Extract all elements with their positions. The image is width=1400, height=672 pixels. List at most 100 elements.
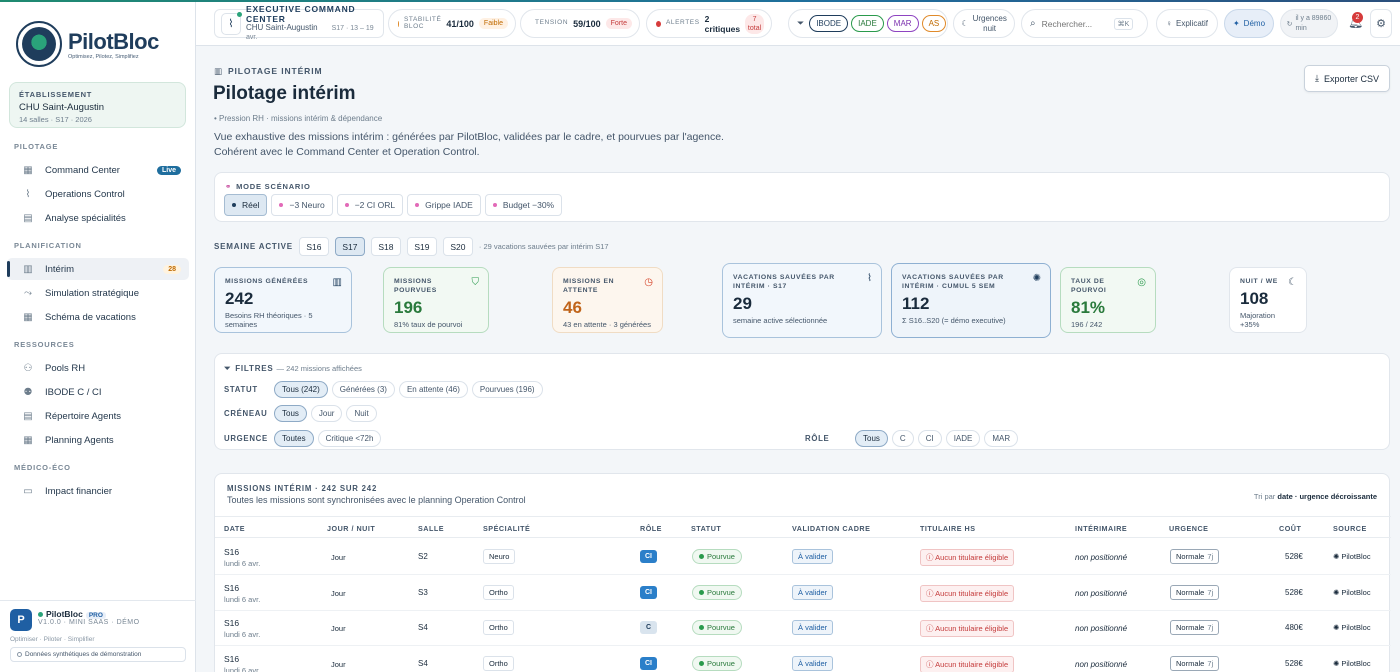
filter-creneau-jour[interactable]: Jour [310, 405, 343, 422]
sidebar-item-schema-vacations[interactable]: ▦ Schéma de vacations [7, 306, 189, 328]
export-csv-button[interactable]: ⤓ Exporter CSV [1304, 65, 1390, 92]
kpi-missions-pourvues[interactable]: MISSIONS POURVUES ⛉ 196 81% taux de pour… [383, 267, 489, 333]
download-icon: ⤓ [1314, 73, 1319, 83]
role-pill-ibode[interactable]: IBODE [809, 15, 849, 32]
week-selector: SEMAINE ACTIVE S16 S17 S18 S19 S20 · 29 … [214, 237, 609, 256]
filter-statut-pourvues[interactable]: Pourvues (196) [471, 381, 543, 398]
filter-role-mar[interactable]: MAR [984, 430, 1019, 447]
filter-statut-tous[interactable]: Tous (242) [274, 381, 328, 398]
table-row[interactable]: S16 lundi 6 avr. Jour S4 Ortho CI Pourvue À val… [215, 646, 1391, 672]
row-titular-text: Aucun titulaire éligible [935, 624, 1009, 633]
scenario-option-grippe-iade[interactable]: Grippe IADE [407, 194, 481, 216]
kpi-vacations-cumul[interactable]: VACATIONS SAUVÉES PAR INTÉRIM · CUMUL 5 … [891, 263, 1051, 338]
sidebar-item-pools-rh[interactable]: ⚇ Pools RH [7, 357, 189, 379]
week-tab-s17[interactable]: S17 [334, 237, 365, 256]
table-row[interactable]: S16 lundi 6 avr. Jour S2 Neuro CI Pourvue À val… [215, 539, 1391, 575]
stability-indicator[interactable]: STABILITÉ BLOC 41/100 Faible [388, 9, 516, 38]
column-header-specialite[interactable]: SPÉCIALITÉ [483, 524, 531, 533]
table-row[interactable]: S16 lundi 6 avr. Jour S4 Ortho C Pourvue À vali… [215, 610, 1391, 646]
column-header-source[interactable]: SOURCE [1333, 524, 1367, 533]
row-source-text: PilotBloc [1341, 623, 1371, 632]
row-cost: 480€ [1285, 623, 1303, 632]
role-pill-iade[interactable]: IADE [851, 15, 884, 32]
search-input[interactable] [1041, 18, 1114, 29]
scenario-option-reel[interactable]: Réel [224, 194, 268, 216]
table-row[interactable]: S16 lundi 6 avr. Jour S3 Ortho CI Pourvue À val… [215, 575, 1391, 611]
row-slot: Jour [331, 659, 346, 669]
sidebar-item-analyse-specialites[interactable]: ▤ Analyse spécialités [7, 207, 189, 229]
filter-statut-en-attente[interactable]: En attente (46) [398, 381, 468, 398]
filter-statut-generees[interactable]: Générées (3) [331, 381, 395, 398]
week-tab-s18[interactable]: S18 [370, 237, 401, 256]
sidebar-item-interim[interactable]: ▥ Intérim 28 [7, 258, 189, 280]
avatar[interactable]: P [10, 609, 32, 631]
alerts-indicator[interactable]: ALERTES 2 critiques 7 total [646, 9, 772, 38]
night-urgency-toggle[interactable]: ☾ Urgences nuit [953, 9, 1015, 38]
column-header-statut[interactable]: STATUT [691, 524, 722, 533]
tension-indicator[interactable]: TENSION 59/100 Forte [520, 9, 640, 38]
row-validation-button[interactable]: À valider [792, 549, 834, 564]
executive-command-center[interactable]: ⌇ EXECUTIVE COMMAND CENTER CHU Saint-Aug… [214, 5, 384, 41]
column-header-salle[interactable]: SALLE [418, 524, 445, 533]
alerts-value: 2 critiques [704, 13, 741, 34]
demo-button[interactable]: ✦ Démo [1224, 9, 1274, 38]
explain-button[interactable]: ♀ Explicatif [1156, 9, 1218, 38]
role-pill-mar[interactable]: MAR [886, 15, 919, 32]
row-validation-button[interactable]: À valider [792, 620, 834, 635]
row-week: S16 [224, 618, 240, 628]
column-header-role[interactable]: RÔLE [640, 524, 662, 533]
row-validation-button[interactable]: À valider [792, 655, 834, 671]
kpi-missions-en-attente[interactable]: MISSIONS EN ATTENTE ◷ 46 43 en attente ·… [552, 267, 663, 333]
sidebar-item-ibode[interactable]: ⚉ IBODE C / CI [7, 381, 189, 403]
filters-title: FILTRES [235, 364, 274, 373]
sidebar-item-repertoire-agents[interactable]: ▤ Répertoire Agents [7, 405, 189, 427]
sidebar-item-planning-agents[interactable]: ▦ Planning Agents [7, 429, 189, 451]
column-header-jour-nuit[interactable]: JOUR / NUIT [327, 524, 376, 533]
scenario-option-label: −3 Neuro [289, 200, 325, 210]
filter-creneau-nuit[interactable]: Nuit [346, 405, 377, 422]
brand-logo[interactable]: PilotBloc Optimisez, Pilotez, Simplifiez [0, 2, 195, 74]
sidebar-item-impact-financier[interactable]: ▭ Impact financier [7, 480, 189, 502]
kpi-vacations-s17[interactable]: VACATIONS SAUVÉES PAR INTÉRIM · S17 ⌇ 29… [722, 263, 882, 338]
gear-icon[interactable]: ⚙ [1370, 9, 1392, 38]
stability-value: 41/100 [446, 18, 474, 29]
sidebar-item-simulation-strategique[interactable]: ⤳ Simulation stratégique [7, 282, 189, 304]
scenario-option-ci-orl[interactable]: −2 CI ORL [336, 194, 404, 216]
filter-urgence-toutes[interactable]: Toutes [274, 430, 314, 447]
filter-role-ci[interactable]: CI [917, 430, 942, 447]
week-tab-s19[interactable]: S19 [406, 237, 437, 256]
filter-creneau-tous[interactable]: Tous [274, 405, 307, 422]
week-tab-s16[interactable]: S16 [298, 237, 329, 256]
kpi-nuit-we[interactable]: NUIT / WE ☾ 108 Majoration +35% [1229, 267, 1307, 333]
column-header-urgence[interactable]: URGENCE [1169, 524, 1209, 533]
sparkle-icon: ✺ [1333, 658, 1340, 668]
sidebar-item-command-center[interactable]: ▦ Command Center Live [7, 159, 189, 181]
scenario-option-budget[interactable]: Budget −30% [484, 194, 563, 216]
column-header-titulaire[interactable]: TITULAIRE HS [920, 524, 976, 533]
filter-row-statut: STATUT Tous (242) Générées (3) En attent… [224, 381, 547, 398]
column-header-validation[interactable]: VALIDATION CADRE [792, 524, 871, 533]
filter-role-iade[interactable]: IADE [945, 430, 981, 447]
column-header-interimaire[interactable]: INTÉRIMAIRE [1075, 524, 1128, 533]
filter-urgence-critique[interactable]: Critique <72h [317, 430, 382, 447]
filter-role-c[interactable]: C [891, 430, 914, 447]
role-pill-as[interactable]: AS [921, 15, 947, 32]
row-cost: 528€ [1285, 658, 1303, 668]
table-icon: ▦ [23, 311, 33, 323]
kpi-taux-pourvoi[interactable]: TAUX DE POURVOI ◎ 81% 196 / 242 [1060, 267, 1156, 333]
column-header-cout[interactable]: COÛT [1279, 524, 1302, 533]
filter-role-tous[interactable]: Tous [855, 430, 888, 447]
week-tab-s20[interactable]: S20 [442, 237, 473, 256]
scenario-option-label: Réel [242, 200, 260, 210]
row-urgency-days: 7j [1207, 623, 1214, 632]
sidebar-item-operations-control[interactable]: ⌇ Operations Control [7, 183, 189, 205]
column-header-date[interactable]: DATE [224, 524, 246, 533]
search-box[interactable]: ⌕ ⌘K [1021, 9, 1148, 38]
kpi-missions-generees[interactable]: MISSIONS GÉNÉRÉES ▥ 242 Besoins RH théor… [214, 267, 352, 333]
scenario-label: ⚭ MODE SCÉNARIO [225, 182, 311, 191]
online-dot-icon [38, 612, 43, 618]
establishment-card[interactable]: ÉTABLISSEMENT CHU Saint-Augustin 14 sall… [9, 82, 186, 128]
scenario-option-neuro[interactable]: −3 Neuro [271, 194, 333, 216]
sort-indicator[interactable]: Tri par date · urgence décroissante [1254, 492, 1377, 501]
row-validation-button[interactable]: À valider [792, 584, 834, 600]
